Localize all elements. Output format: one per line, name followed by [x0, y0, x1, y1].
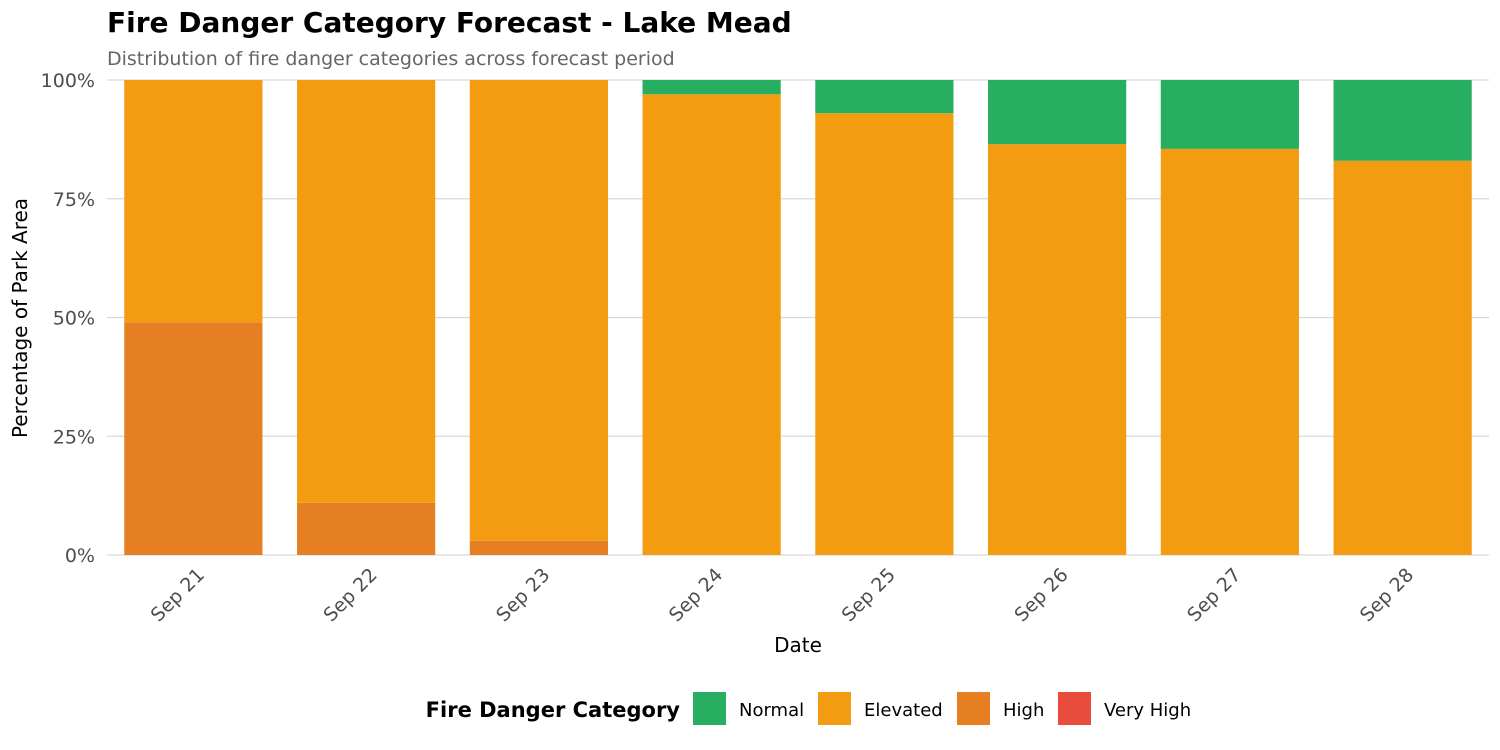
x-tick-label: Sep 21 — [147, 564, 209, 626]
bar-elevated-sep-22 — [297, 80, 436, 503]
bar-normal-sep-28 — [1333, 80, 1472, 161]
bar-high-sep-22 — [297, 502, 436, 555]
legend-label-very-high: Very High — [1104, 700, 1191, 721]
legend-key-elevated — [818, 692, 851, 725]
chart-title: Fire Danger Category Forecast - Lake Mea… — [107, 6, 792, 39]
legend-label-elevated: Elevated — [864, 700, 943, 721]
legend-key-very-high — [1058, 692, 1091, 725]
bar-elevated-sep-21 — [124, 80, 263, 323]
chart-subtitle: Distribution of fire danger categories a… — [107, 48, 675, 70]
x-tick-label: Sep 25 — [838, 564, 900, 626]
bar-high-sep-21 — [124, 322, 263, 555]
x-tick-label: Sep 23 — [492, 564, 554, 626]
bar-elevated-sep-24 — [642, 94, 781, 555]
bar-normal-sep-25 — [815, 80, 954, 114]
x-axis-ticks: Sep 21 Sep 22 Sep 23 Sep 24 Sep 25 Sep 26 Sep … — [147, 564, 1418, 626]
bar-normal-sep-26 — [988, 80, 1127, 145]
bar-elevated-sep-27 — [1160, 148, 1299, 555]
x-tick-label: Sep 26 — [1010, 564, 1072, 626]
bar-normal-sep-24 — [642, 80, 781, 95]
y-tick-label: 100% — [41, 70, 95, 92]
legend-title: Fire Danger Category — [426, 698, 681, 722]
y-tick-label: 25% — [53, 426, 95, 448]
x-tick-label: Sep 24 — [665, 564, 727, 626]
bars — [124, 80, 1472, 555]
x-tick-label: Sep 27 — [1183, 564, 1245, 626]
legend-label-high: High — [1003, 700, 1044, 721]
y-tick-label: 50% — [53, 308, 95, 330]
x-tick-label: Sep 28 — [1356, 564, 1418, 626]
y-axis-ticks: 0% 25% 50% 75% 100% — [41, 70, 95, 567]
bar-normal-sep-27 — [1160, 80, 1299, 149]
y-axis-title: Percentage of Park Area — [8, 198, 32, 438]
x-axis-title: Date — [774, 633, 822, 657]
bar-elevated-sep-25 — [815, 113, 954, 555]
legend-key-normal — [693, 692, 726, 725]
legend-label-normal: Normal — [739, 700, 804, 721]
x-tick-label: Sep 22 — [319, 564, 381, 626]
bar-elevated-sep-28 — [1333, 160, 1472, 555]
legend: Fire Danger Category Normal Elevated High V… — [426, 692, 1191, 725]
y-tick-label: 0% — [65, 545, 95, 567]
bar-high-sep-23 — [469, 540, 608, 555]
legend-key-high — [957, 692, 990, 725]
bar-elevated-sep-26 — [988, 144, 1127, 555]
bar-elevated-sep-23 — [469, 80, 608, 541]
y-tick-label: 75% — [53, 189, 95, 211]
